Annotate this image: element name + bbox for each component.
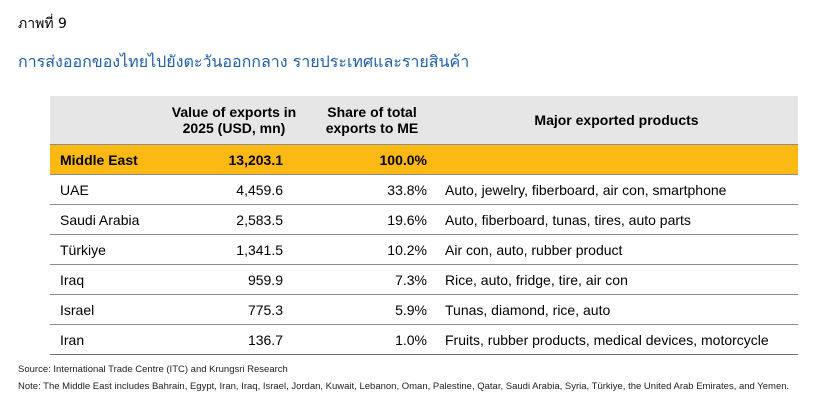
row-country: Israel (50, 294, 159, 325)
total-country: Middle East (50, 144, 159, 175)
table-row: Iraq 959.9 7.3% Rice, auto, fridge, tire… (50, 264, 798, 295)
row-share: 33.8% (309, 174, 435, 205)
header-share-line1: Share of total (327, 104, 417, 120)
header-country (50, 96, 159, 145)
exports-table: Value of exports in 2025 (USD, mn) Share… (50, 96, 798, 355)
row-value: 775.3 (159, 294, 309, 325)
row-products: Auto, jewelry, fiberboard, air con, smar… (435, 174, 798, 205)
header-value-line1: Value of exports in (171, 104, 297, 120)
header-share-line2: exports to ME (325, 120, 419, 136)
row-share: 5.9% (309, 294, 435, 325)
row-value: 1,341.5 (159, 234, 309, 265)
table-row: Iran 136.7 1.0% Fruits, rubber products,… (50, 324, 798, 355)
row-products: Auto, fiberboard, tunas, tires, auto par… (435, 204, 798, 235)
row-share: 19.6% (309, 204, 435, 235)
row-share: 10.2% (309, 234, 435, 265)
row-country: Iran (50, 324, 159, 355)
table-row: Israel 775.3 5.9% Tunas, diamond, rice, … (50, 294, 798, 325)
header-share: Share of total exports to ME (309, 96, 435, 145)
table-header-row: Value of exports in 2025 (USD, mn) Share… (50, 96, 798, 145)
row-value: 4,459.6 (159, 174, 309, 205)
row-share: 7.3% (309, 264, 435, 295)
row-value: 136.7 (159, 324, 309, 355)
source-note: Source: International Trade Centre (ITC)… (18, 364, 288, 375)
table-row: UAE 4,459.6 33.8% Auto, jewelry, fiberbo… (50, 174, 798, 205)
row-country: UAE (50, 174, 159, 205)
table-row: Saudi Arabia 2,583.5 19.6% Auto, fiberbo… (50, 204, 798, 235)
total-share: 100.0% (309, 144, 435, 175)
row-products: Air con, auto, rubber product (435, 234, 798, 265)
header-value-line2: 2025 (USD, mn) (182, 120, 286, 136)
header-value: Value of exports in 2025 (USD, mn) (159, 96, 309, 145)
figure-title: การส่งออกของไทยไปยังตะวันออกกลาง รายประเ… (18, 52, 470, 71)
row-products: Fruits, rubber products, medical devices… (435, 324, 798, 355)
row-products: Tunas, diamond, rice, auto (435, 294, 798, 325)
footnote: Note: The Middle East includes Bahrain, … (18, 381, 790, 392)
row-products: Rice, auto, fridge, tire, air con (435, 264, 798, 295)
row-share: 1.0% (309, 324, 435, 355)
header-products: Major exported products (435, 96, 798, 145)
row-country: Saudi Arabia (50, 204, 159, 235)
table-row: Türkiye 1,341.5 10.2% Air con, auto, rub… (50, 234, 798, 265)
row-value: 959.9 (159, 264, 309, 295)
row-country: Iraq (50, 264, 159, 295)
total-value: 13,203.1 (159, 144, 309, 175)
total-products (435, 144, 798, 175)
row-country: Türkiye (50, 234, 159, 265)
row-value: 2,583.5 (159, 204, 309, 235)
figure-label: ภาพที่ 9 (18, 16, 67, 32)
table-row-total: Middle East 13,203.1 100.0% (50, 144, 798, 175)
